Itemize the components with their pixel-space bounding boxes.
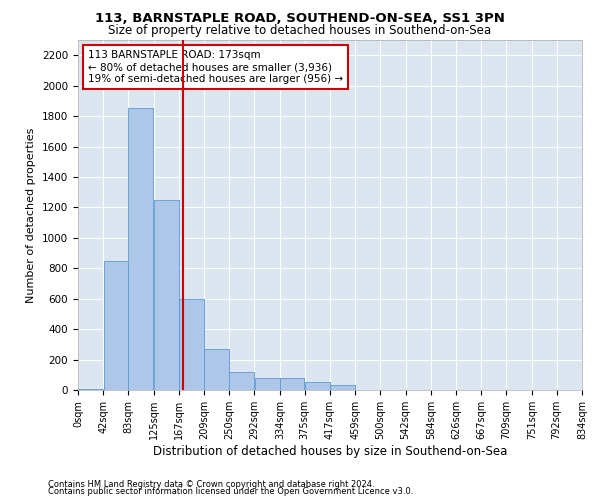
- X-axis label: Distribution of detached houses by size in Southend-on-Sea: Distribution of detached houses by size …: [153, 444, 507, 458]
- Bar: [78, 389, 103, 390]
- Text: Contains HM Land Registry data © Crown copyright and database right 2024.: Contains HM Land Registry data © Crown c…: [48, 480, 374, 489]
- Text: 113, BARNSTAPLE ROAD, SOUTHEND-ON-SEA, SS1 3PN: 113, BARNSTAPLE ROAD, SOUTHEND-ON-SEA, S…: [95, 12, 505, 26]
- Bar: [154, 200, 179, 390]
- Bar: [104, 260, 128, 390]
- Bar: [229, 372, 254, 390]
- Bar: [205, 349, 229, 390]
- Bar: [280, 378, 304, 390]
- Text: Contains public sector information licensed under the Open Government Licence v3: Contains public sector information licen…: [48, 487, 413, 496]
- Bar: [179, 298, 204, 390]
- Text: 113 BARNSTAPLE ROAD: 173sqm
← 80% of detached houses are smaller (3,936)
19% of : 113 BARNSTAPLE ROAD: 173sqm ← 80% of det…: [88, 50, 343, 84]
- Bar: [128, 108, 154, 390]
- Bar: [254, 378, 280, 390]
- Bar: [305, 382, 330, 390]
- Bar: [330, 386, 355, 390]
- Text: Size of property relative to detached houses in Southend-on-Sea: Size of property relative to detached ho…: [109, 24, 491, 37]
- Y-axis label: Number of detached properties: Number of detached properties: [26, 128, 37, 302]
